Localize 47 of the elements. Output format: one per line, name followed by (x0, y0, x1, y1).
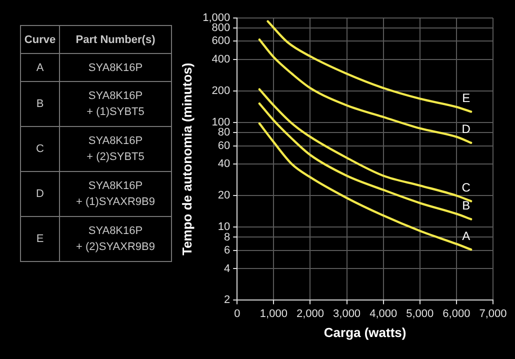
y-tick-label: 800 (212, 22, 230, 34)
text: Part Number(s) (60, 26, 172, 54)
category-label: A (20, 54, 60, 82)
text: SYA8K16P + (1)SYAXR9B9 (60, 172, 172, 216)
y-tick-label: 80 (218, 126, 230, 139)
line-series (258, 38, 472, 144)
y-tick-label: 6 (224, 244, 230, 256)
x-tick-label: 0 (234, 308, 240, 320)
y-tick-label: 2 (224, 294, 230, 306)
line-series (258, 102, 472, 220)
y-axis-title: Tempo de autonomia (minutos) (179, 62, 194, 256)
x-tick-label: 5,000 (406, 308, 434, 320)
line-series (258, 88, 472, 202)
series-label: E (462, 91, 470, 106)
y-tick-label: 600 (212, 35, 230, 48)
x-axis-title: Carga (watts) (324, 324, 406, 340)
line-series (258, 122, 472, 251)
y-tick-label: 10 (218, 221, 230, 234)
line-series (266, 20, 472, 113)
category-label: D (20, 172, 60, 216)
y-tick-label: 100 (212, 116, 230, 129)
x-tick-label: 4,000 (370, 308, 398, 320)
y-tick-label: 400 (212, 54, 230, 66)
text: SYA8K16P (60, 54, 172, 82)
y-tick-label: 4 (224, 262, 230, 275)
category-label: E (20, 216, 60, 262)
y-tick-label: 200 (212, 85, 230, 98)
series-label: C (462, 180, 471, 194)
category-label: C (20, 126, 60, 172)
x-tick-label: 1,000 (260, 308, 288, 320)
y-tick-label: 40 (218, 158, 230, 170)
series-label: A (462, 228, 470, 243)
y-tick-label: 8 (224, 231, 230, 244)
text: SYA8K16P + (2)SYBT5 (60, 126, 172, 172)
x-tick-label: 6,000 (442, 308, 470, 320)
series-label: D (462, 122, 471, 136)
x-tick-label: 2,000 (296, 308, 324, 320)
category-label: Curve (20, 26, 60, 54)
y-tick-label: 20 (218, 190, 230, 202)
x-tick-label: 7,000 (479, 308, 507, 320)
series-label: B (462, 198, 470, 213)
text: SYA8K16P + (2)SYAXR9B9 (60, 216, 172, 262)
y-tick-label: 60 (218, 140, 230, 152)
x-tick-label: 3,000 (333, 308, 361, 320)
category-label: B (20, 82, 60, 126)
text: SYA8K16P + (1)SYBT5 (60, 82, 172, 126)
y-tick-label: 1,000 (202, 12, 230, 24)
